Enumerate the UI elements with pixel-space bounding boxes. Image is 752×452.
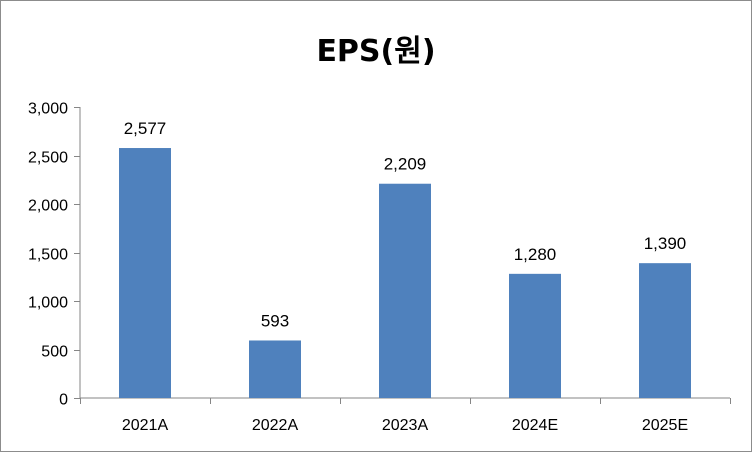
x-tick-label: 2025E — [642, 417, 688, 434]
bar — [379, 183, 431, 398]
chart-title: EPS(원) — [316, 34, 436, 69]
data-label: 1,390 — [644, 234, 687, 253]
y-tick-label: 2,000 — [28, 198, 68, 215]
x-tick-label: 2024E — [512, 417, 558, 434]
data-label: 2,577 — [124, 119, 167, 138]
bar-group — [119, 148, 691, 398]
y-tick-label: 500 — [41, 344, 68, 361]
bar — [639, 263, 691, 398]
y-tick-label: 1,000 — [28, 295, 68, 312]
y-tick-label: 0 — [59, 392, 68, 409]
x-tick-label: 2023A — [382, 417, 429, 434]
y-tick-label: 2,500 — [28, 150, 68, 167]
data-label: 593 — [261, 311, 289, 330]
bar — [509, 273, 561, 398]
bar — [119, 148, 171, 398]
data-label-group: 2,577 593 2,209 1,280 1,390 — [124, 119, 687, 330]
bar — [249, 340, 301, 398]
chart-axes: 0 500 1,000 1,500 2,000 2,500 3,000 2021A 2022A 2… — [28, 101, 731, 434]
x-tick-label: 2021A — [122, 417, 169, 434]
y-tick-label: 3,000 — [28, 101, 68, 118]
y-tick-label: 1,500 — [28, 247, 68, 264]
x-tick-label: 2022A — [252, 417, 299, 434]
data-label: 2,209 — [384, 155, 427, 174]
data-label: 1,280 — [514, 245, 557, 264]
